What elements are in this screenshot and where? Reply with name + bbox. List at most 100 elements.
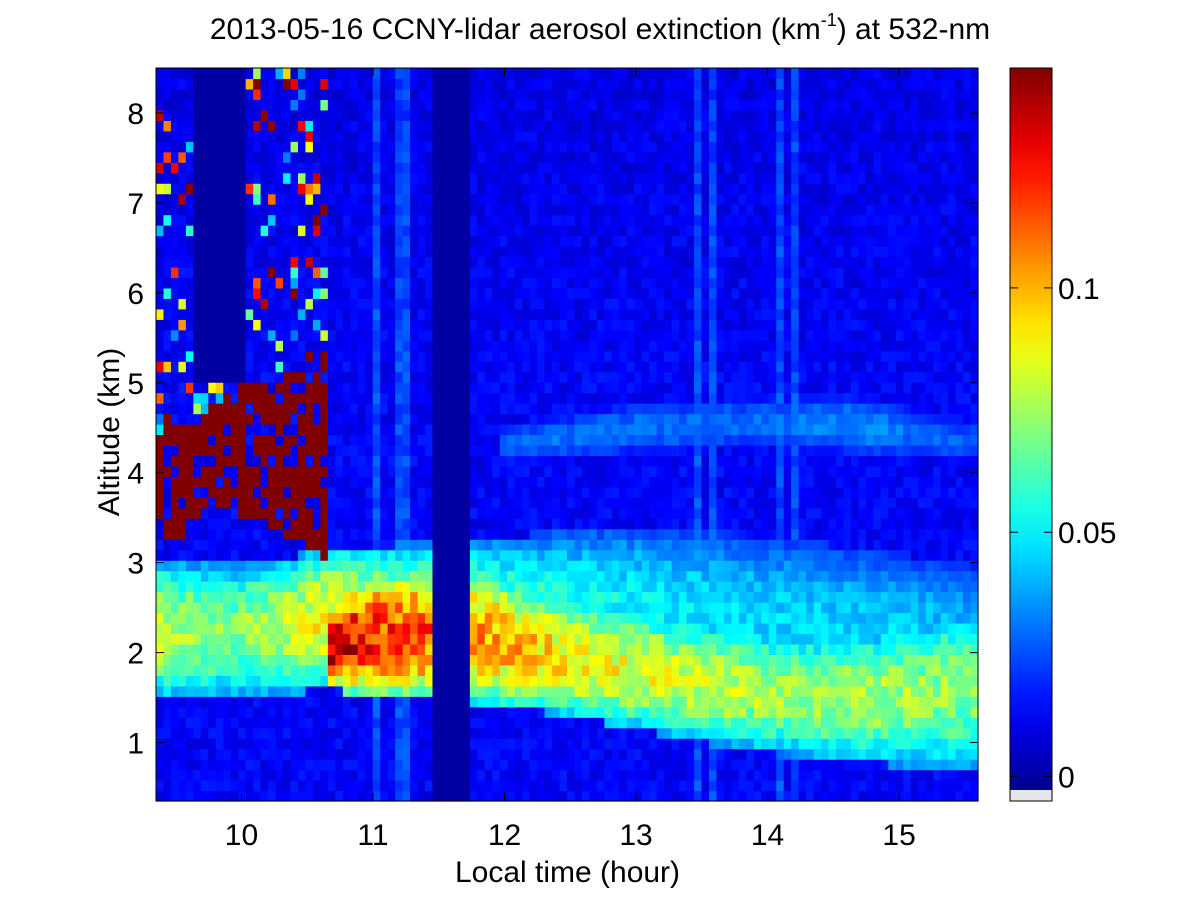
heatmap-cell <box>410 298 419 310</box>
heatmap-cell <box>574 465 583 477</box>
heatmap-cell <box>283 319 292 331</box>
heatmap-cell <box>305 88 314 101</box>
heatmap-cell <box>552 434 561 446</box>
heatmap-cell <box>664 528 673 540</box>
heatmap-cell <box>649 256 658 268</box>
heatmap-cell <box>327 193 336 205</box>
heatmap-cell <box>185 570 194 582</box>
heatmap-cell <box>477 225 486 237</box>
heatmap-cell <box>208 654 217 666</box>
heatmap-cell <box>260 78 269 90</box>
heatmap-cell <box>514 685 523 697</box>
heatmap-cell <box>544 277 553 289</box>
heatmap-cell <box>679 528 688 540</box>
heatmap-cell <box>425 717 434 729</box>
heatmap-cell <box>230 769 239 781</box>
heatmap-cell <box>425 319 434 331</box>
heatmap-cell <box>156 602 165 614</box>
heatmap-cell <box>283 68 292 80</box>
heatmap-cell <box>537 361 546 373</box>
heatmap-cell <box>522 361 531 373</box>
heatmap-cell <box>245 717 254 729</box>
heatmap-cell <box>283 748 292 760</box>
heatmap-cell <box>641 308 650 320</box>
heatmap-cell <box>454 465 463 477</box>
heatmap-cell <box>395 246 404 258</box>
heatmap-cell <box>447 329 456 341</box>
heatmap-cell <box>305 298 314 310</box>
heatmap-cell <box>626 570 635 582</box>
heatmap-cell <box>312 622 321 635</box>
heatmap-cell <box>611 235 620 247</box>
heatmap-cell <box>529 109 538 121</box>
heatmap-cell <box>439 560 449 572</box>
heatmap-cell <box>656 717 665 729</box>
heatmap-cell <box>477 455 486 467</box>
heatmap-cell <box>170 78 180 90</box>
heatmap-cell <box>200 560 209 572</box>
heatmap-cell <box>170 120 180 132</box>
heatmap-cell <box>260 403 269 415</box>
heatmap-cell <box>283 654 292 666</box>
heatmap-cell <box>208 350 217 362</box>
heatmap-cell <box>395 769 404 781</box>
heatmap-cell <box>671 287 680 299</box>
heatmap-cell <box>432 654 441 666</box>
heatmap-cell <box>387 591 396 603</box>
heatmap-cell <box>230 204 239 216</box>
heatmap-cell <box>350 581 359 593</box>
heatmap-cell <box>619 465 628 477</box>
heatmap-cell <box>372 727 381 739</box>
heatmap-cell <box>193 172 202 184</box>
heatmap-cell <box>619 413 628 425</box>
heatmap-cell <box>208 602 217 614</box>
heatmap-cell <box>238 455 247 467</box>
heatmap-cell <box>365 539 374 551</box>
heatmap-cell <box>290 465 299 477</box>
heatmap-cell <box>253 717 262 729</box>
heatmap-cell <box>656 151 665 163</box>
heatmap-cell <box>626 246 635 258</box>
heatmap-cell <box>365 622 374 635</box>
heatmap-cell <box>156 591 165 603</box>
heatmap-cell <box>185 78 194 90</box>
heatmap-cell <box>335 130 344 142</box>
heatmap-cell <box>245 612 254 624</box>
heatmap-cell <box>297 497 307 509</box>
heatmap-cell <box>156 214 165 226</box>
heatmap-cell <box>514 476 523 488</box>
heatmap-cell <box>439 382 449 394</box>
heatmap-cell <box>611 225 620 237</box>
heatmap-cell <box>410 685 419 697</box>
heatmap-cell <box>327 434 336 446</box>
heatmap-cell <box>679 790 688 802</box>
heatmap-cell <box>425 664 434 676</box>
heatmap-cell <box>312 340 321 352</box>
heatmap-cell <box>499 183 508 195</box>
heatmap-cell <box>417 759 426 771</box>
heatmap-cell <box>686 664 695 676</box>
heatmap-cell <box>454 413 463 425</box>
heatmap-cell <box>380 581 389 593</box>
heatmap-cell <box>417 246 426 258</box>
heatmap-cell <box>230 465 239 477</box>
heatmap-cell <box>522 570 531 582</box>
heatmap-cell <box>447 403 456 415</box>
heatmap-cell <box>238 382 247 394</box>
heatmap-cell <box>275 497 284 509</box>
heatmap-cell <box>312 109 321 121</box>
heatmap-cell <box>454 88 463 101</box>
heatmap-cell <box>604 413 613 425</box>
heatmap-cell <box>200 361 209 373</box>
heatmap-cell <box>200 518 209 530</box>
heatmap-cell <box>559 141 568 153</box>
heatmap-cell <box>634 685 643 697</box>
heatmap-cell <box>619 497 628 509</box>
heatmap-cell <box>170 403 180 415</box>
heatmap-cell <box>163 497 172 509</box>
heatmap-cell <box>484 235 493 247</box>
heatmap-cell <box>402 528 411 540</box>
heatmap-cell <box>275 151 284 163</box>
heatmap-cell <box>507 403 516 415</box>
heatmap-cell <box>432 308 441 320</box>
